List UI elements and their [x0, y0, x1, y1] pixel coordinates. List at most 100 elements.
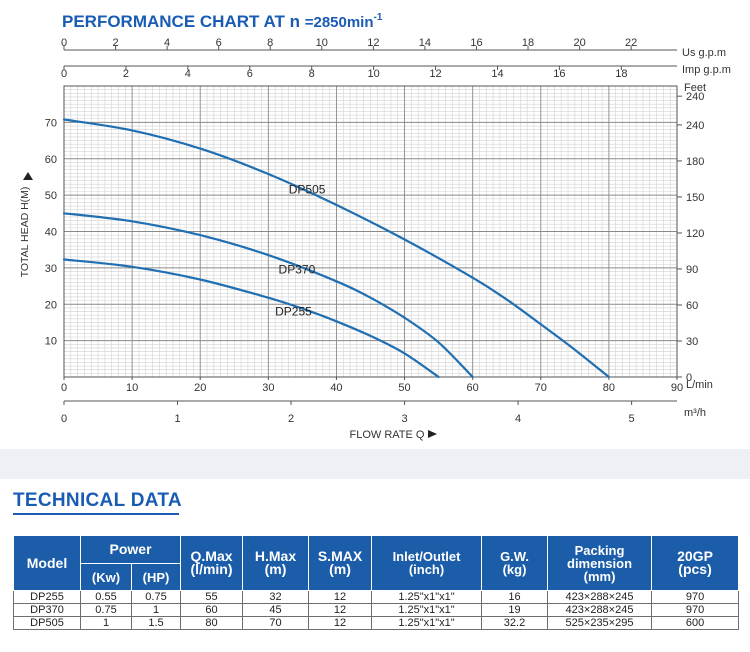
us-gpm-tick-label: 0 [61, 37, 67, 49]
y-tick-label: 30 [45, 263, 57, 275]
table-cell: 423×288×245 [547, 590, 653, 604]
imp-gpm-tick-label: 6 [247, 68, 253, 80]
series-label-dp255: DP255 [275, 305, 312, 319]
header-20gp-label: 20GP [677, 548, 713, 564]
feet-tick-label: 120 [686, 228, 704, 240]
us-gpm-tick-label: 14 [419, 37, 431, 49]
section-title: TECHNICAL DATA [13, 490, 182, 511]
y-tick-label: 70 [45, 117, 57, 129]
y-axis-arrow-icon [23, 172, 33, 180]
header-qmax-label: Q.Max [190, 548, 233, 564]
imp-gpm-tick-label: 16 [553, 68, 565, 80]
x-tick-label: 60 [467, 382, 479, 394]
y-tick-label: 10 [45, 336, 57, 348]
header-hmax: H.Max (m) [242, 535, 310, 591]
feet-tick-label: 180 [686, 156, 704, 168]
table-cell: DP505 [13, 616, 81, 630]
us-gpm-unit-label: Us g.p.m [682, 47, 726, 59]
feet-tick-label: 150 [686, 192, 704, 204]
x-axis-arrow-icon [428, 430, 437, 438]
curve-dp505 [62, 118, 610, 379]
m3h-tick-label: 3 [401, 413, 407, 425]
table-cell: 12 [308, 603, 373, 617]
header-inlet-unit: (inch) [408, 562, 445, 577]
imp-gpm-tick-label: 18 [615, 68, 627, 80]
feet-tick-label: 0 [686, 372, 692, 384]
y-tick-label: 20 [45, 299, 57, 311]
series-label-dp505: DP505 [289, 183, 326, 197]
section-title-underline [13, 513, 179, 515]
x-tick-label: 40 [330, 382, 342, 394]
m3h-tick-label: 2 [288, 413, 294, 425]
table-cell: 0.55 [80, 590, 132, 604]
header-smax-unit: (m) [329, 561, 351, 577]
imp-gpm-tick-label: 14 [491, 68, 503, 80]
imp-gpm-tick-label: 12 [429, 68, 441, 80]
us-gpm-tick-label: 6 [216, 37, 222, 49]
header-packing-unit: (mm) [583, 568, 616, 584]
feet-tick-label: 60 [686, 300, 698, 312]
curve-dp370 [62, 212, 474, 379]
us-gpm-tick-label: 16 [470, 37, 482, 49]
table-cell: 423×288×245 [547, 603, 653, 617]
table-cell: 970 [651, 590, 740, 604]
header-smax-label: S.MAX [317, 548, 363, 564]
table-cell: 60 [180, 603, 244, 617]
header-smax: S.MAX (m) [308, 535, 373, 591]
header-model: Model [13, 535, 81, 591]
table-cell: 70 [242, 616, 310, 630]
table-cell: 1 [130, 603, 182, 617]
x-tick-label: 30 [262, 382, 274, 394]
table-cell: 1.25"x1"x1" [371, 603, 483, 617]
imp-gpm-tick-label: 2 [123, 68, 129, 80]
x-tick-label: 70 [535, 382, 547, 394]
table-cell: 55 [180, 590, 244, 604]
us-gpm-tick-label: 8 [267, 37, 273, 49]
chart-title: PERFORMANCE CHART AT n =2850min-1 [62, 12, 383, 31]
header-packing-label-1: Packing [574, 542, 625, 558]
imp-gpm-tick-label: 4 [185, 68, 191, 80]
y-tick-label: 50 [45, 190, 57, 202]
section-divider-band [0, 449, 750, 479]
header-gw-label: G.W. [500, 549, 529, 564]
feet-tick-label: 90 [686, 264, 698, 276]
imp-gpm-unit-label: Imp g.p.m [682, 64, 731, 76]
header-power: Power [79, 535, 182, 564]
y-tick-label: 60 [45, 154, 57, 166]
table-cell: 600 [651, 616, 740, 630]
us-gpm-tick-label: 10 [316, 37, 328, 49]
header-inlet-outlet: Inlet/Outlet (inch) [371, 535, 483, 591]
header-power-hp: (HP) [130, 563, 182, 591]
table-row: DP505 1 1.5 80 70 12 1.25"x1"x1" 32.2 52… [13, 616, 740, 630]
header-hmax-unit: (m) [264, 561, 287, 577]
header-gw: G.W. (kg) [481, 535, 549, 591]
feet-tick-label: 240 [686, 120, 704, 132]
header-gw-unit: (kg) [502, 562, 527, 577]
imp-gpm-tick-label: 0 [61, 68, 67, 80]
table-cell: 1.5 [130, 616, 182, 630]
table-cell: DP370 [13, 603, 81, 617]
us-gpm-tick-label: 20 [573, 37, 585, 49]
table-cell: 16 [481, 590, 549, 604]
curve-dp255 [62, 258, 440, 379]
m3h-tick-label: 1 [174, 413, 180, 425]
table-cell: DP255 [13, 590, 81, 604]
table-row: DP255 0.55 0.75 55 32 12 1.25"x1"x1" 16 … [13, 590, 740, 604]
y-axis-label: TOTAL HEAD H(M) [19, 187, 31, 278]
us-gpm-tick-label: 22 [625, 37, 637, 49]
performance-chart: PERFORMANCE CHART AT n =2850min-10 2 4 6 8 10… [19, 12, 731, 441]
table-cell: 32 [242, 590, 310, 604]
feet-unit-label: Feet [684, 82, 706, 94]
plot-frame [63, 85, 678, 378]
technical-data-table: Model Power Q.Max (l/min) H.Max (m) S.MAX(… [13, 535, 740, 630]
x-tick-label: 20 [194, 382, 206, 394]
x-tick-label: 90 [671, 382, 683, 394]
us-gpm-tick-label: 2 [112, 37, 118, 49]
header-packing: Packing dimension (mm) [547, 535, 653, 591]
table-cell: 0.75 [80, 603, 132, 617]
us-gpm-tick-label: 18 [522, 37, 534, 49]
header-hmax-label: H.Max [254, 548, 297, 564]
table-cell: 80 [180, 616, 244, 630]
header-qmax-unit: (l/min) [190, 561, 233, 577]
feet-tick-label: 30 [686, 336, 698, 348]
